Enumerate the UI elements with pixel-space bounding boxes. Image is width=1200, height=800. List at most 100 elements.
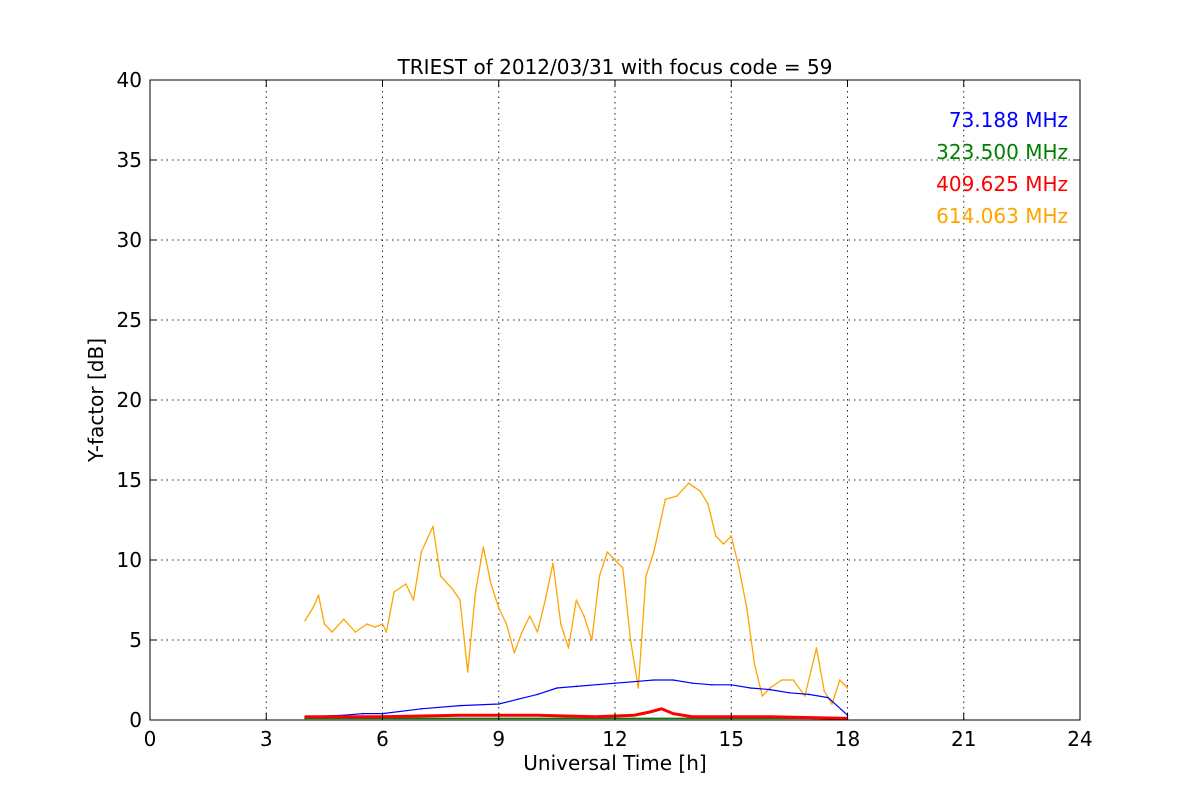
series-0-point <box>536 693 539 696</box>
series-3-point <box>804 695 806 697</box>
y-tick-label: 0 <box>129 708 142 732</box>
series-3-point <box>645 575 647 577</box>
series-3-point <box>591 639 593 641</box>
legend-entry: 323.500 MHz <box>936 140 1068 164</box>
x-tick-label: 21 <box>951 727 976 751</box>
series-0-point <box>517 698 519 700</box>
grid <box>150 80 1080 720</box>
x-axis-label: Universal Time [h] <box>523 751 706 775</box>
series-3-point <box>439 575 442 577</box>
series-3-point <box>331 631 333 633</box>
series-3-point <box>312 607 314 609</box>
series-0-point <box>575 685 578 688</box>
series-0-point <box>808 693 810 696</box>
series-3-point <box>583 615 585 617</box>
series-3-point <box>505 623 508 625</box>
series-3-point <box>575 599 578 601</box>
series-3-point <box>738 567 740 569</box>
series-3-point <box>792 679 795 681</box>
series-0-point <box>420 708 423 710</box>
ticks: 0 3 6 9 12 15 18 21 24 0 5 10 15 20 25 30 35 40 <box>117 68 1093 751</box>
y-tick-label: 25 <box>117 308 142 332</box>
series-3-point <box>366 623 368 625</box>
series-0-point <box>459 704 461 707</box>
y-tick-label: 15 <box>117 468 142 492</box>
series-3-point <box>823 690 826 692</box>
y-tick-label: 10 <box>117 548 142 572</box>
series-3-point <box>529 615 531 617</box>
x-tick-label: 0 <box>144 727 157 751</box>
series-3-point <box>354 631 357 633</box>
series-3-point <box>839 679 841 681</box>
series-3-point <box>474 591 477 593</box>
series-0-point <box>749 687 752 689</box>
series-2-point <box>459 714 461 716</box>
series-0-point <box>730 684 733 686</box>
series-3-point <box>598 575 601 577</box>
series-3-point <box>560 623 562 625</box>
series-3-point <box>536 631 539 633</box>
series-3-point <box>780 679 783 681</box>
y-tick-label: 30 <box>117 228 142 252</box>
series-3-point <box>552 562 554 564</box>
x-tick-label: 6 <box>376 727 389 751</box>
chart-title: TRIEST of 2012/03/31 with focus code = 5… <box>397 55 833 79</box>
series-3-point <box>753 663 756 665</box>
series-2-point <box>649 711 651 713</box>
series-3-point <box>482 546 485 548</box>
series-3-point <box>393 591 395 593</box>
series-3-point <box>606 551 609 553</box>
x-tick-label: 3 <box>260 727 273 751</box>
series-3-point <box>707 503 709 505</box>
series-0-point <box>672 679 674 681</box>
series-3-point <box>385 631 388 633</box>
series-0-point <box>827 696 829 699</box>
series-0-point <box>653 679 655 681</box>
series-3-point <box>622 567 624 569</box>
series-3-point <box>676 495 678 497</box>
legend-entry: 409.625 MHz <box>936 172 1068 196</box>
series-3-point <box>815 647 818 649</box>
series-2-point <box>536 714 539 716</box>
series-3-point <box>412 599 415 601</box>
x-tick-label: 24 <box>1067 727 1092 751</box>
series-layer <box>304 482 849 720</box>
series-3-point <box>381 623 384 625</box>
series-3-point <box>614 559 616 561</box>
y-tick-label: 35 <box>117 148 142 172</box>
series-3-point <box>653 551 655 553</box>
series-3-point <box>761 695 764 697</box>
y-tick-label: 5 <box>129 628 142 652</box>
series-3-point <box>831 703 833 705</box>
legend-entry: 614.063 MHz <box>936 204 1068 228</box>
series-3-point <box>459 599 461 601</box>
series-0-point <box>498 703 500 705</box>
series-3-point <box>490 583 492 585</box>
series-3-point <box>304 620 306 622</box>
series-0-point <box>769 688 771 691</box>
legend: 73.188 MHz 323.500 MHz 409.625 MHz 614.063 … <box>936 108 1068 228</box>
series-3-point <box>374 626 376 628</box>
series-3-point <box>498 607 500 609</box>
y-tick-label: 20 <box>117 388 142 412</box>
series-3-point <box>432 525 434 528</box>
series-2-point <box>769 716 771 718</box>
series-0-point <box>788 692 791 694</box>
series-2-point <box>672 712 674 715</box>
y-axis-label: Y-factor [dB] <box>84 338 108 463</box>
x-tick-label: 15 <box>719 727 744 751</box>
legend-entry: 73.188 MHz <box>949 108 1068 132</box>
series-3-point <box>466 671 469 673</box>
series-3-point <box>846 687 849 689</box>
series-3-point <box>687 482 690 485</box>
series-3-point <box>521 631 523 633</box>
series-2-point <box>660 708 663 710</box>
series-line-2 <box>305 707 848 720</box>
series-3-point <box>567 647 570 649</box>
series-3-point <box>451 588 454 590</box>
series-3-point <box>317 594 320 596</box>
series-3-point <box>405 583 407 585</box>
series-0-point <box>556 687 558 689</box>
series-3-point <box>544 599 547 601</box>
series-3-point <box>323 623 326 625</box>
